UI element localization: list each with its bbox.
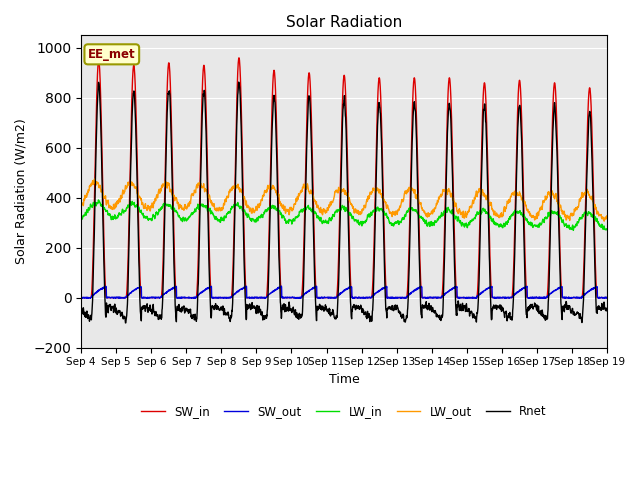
Rnet xyxy=(603,308,611,314)
Title: Solar Radiation: Solar Radiation xyxy=(286,15,402,30)
Line: LW_in: LW_in xyxy=(81,200,607,230)
X-axis label: Time: Time xyxy=(329,373,360,386)
SW_out xyxy=(572,295,579,301)
SW_in xyxy=(371,219,378,225)
Line: SW_out: SW_out xyxy=(81,286,607,298)
LW_in xyxy=(557,215,564,220)
SW_out xyxy=(224,295,232,300)
Rnet xyxy=(360,307,367,313)
Y-axis label: Solar Radiation (W/m2): Solar Radiation (W/m2) xyxy=(15,119,28,264)
LW_out xyxy=(77,202,85,208)
LW_in xyxy=(359,221,367,227)
SW_in xyxy=(603,295,611,300)
SW_out xyxy=(603,295,611,300)
LW_out xyxy=(600,218,608,224)
LW_in xyxy=(224,209,232,215)
LW_out xyxy=(557,203,564,208)
LW_in xyxy=(603,226,611,232)
SW_in xyxy=(557,272,564,278)
SW_in xyxy=(224,295,232,300)
LW_in xyxy=(371,208,378,214)
Rnet xyxy=(371,233,379,239)
LW_in xyxy=(95,197,102,203)
LW_in xyxy=(572,223,579,228)
SW_out xyxy=(371,291,378,297)
LW_out xyxy=(603,213,611,219)
Rnet xyxy=(77,306,85,312)
Rnet xyxy=(557,300,564,306)
SW_out xyxy=(497,295,504,300)
Line: SW_in: SW_in xyxy=(81,58,607,298)
Line: Rnet: Rnet xyxy=(81,82,607,323)
SW_out xyxy=(359,295,367,301)
LW_out xyxy=(572,206,579,212)
SW_in xyxy=(572,295,579,300)
LW_out xyxy=(371,186,378,192)
Text: EE_met: EE_met xyxy=(88,48,136,61)
LW_out xyxy=(497,214,504,219)
LW_in xyxy=(497,221,504,227)
SW_in xyxy=(497,295,504,300)
Rnet xyxy=(224,309,232,315)
SW_out xyxy=(77,295,85,300)
Rnet xyxy=(122,320,129,326)
Rnet xyxy=(235,79,243,85)
LW_out xyxy=(224,195,232,201)
Line: LW_out: LW_out xyxy=(81,179,607,221)
SW_out xyxy=(566,295,573,301)
Rnet xyxy=(572,312,579,317)
SW_in xyxy=(359,295,367,300)
LW_out xyxy=(359,206,367,212)
SW_in xyxy=(77,295,85,300)
LW_out xyxy=(91,176,99,182)
LW_in xyxy=(77,213,85,219)
SW_in xyxy=(235,55,243,60)
Rnet xyxy=(497,306,505,312)
SW_out xyxy=(278,283,285,289)
LW_in xyxy=(570,228,577,233)
SW_out xyxy=(557,285,564,290)
Legend: SW_in, SW_out, LW_in, LW_out, Rnet: SW_in, SW_out, LW_in, LW_out, Rnet xyxy=(136,400,552,423)
